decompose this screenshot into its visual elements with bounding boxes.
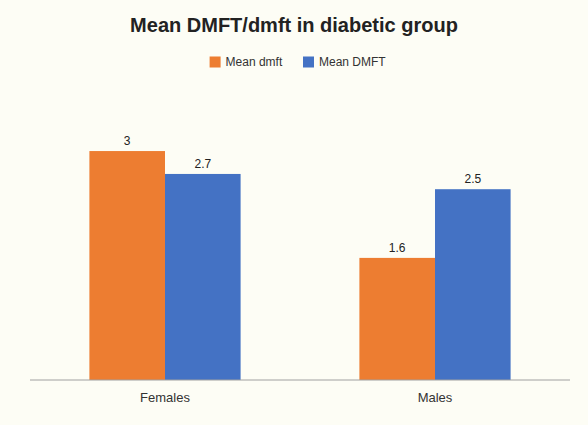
legend: Mean dmft Mean DMFT — [210, 55, 387, 69]
legend-label: Mean DMFT — [319, 55, 386, 69]
x-axis-line — [30, 380, 570, 381]
legend-swatch — [303, 57, 314, 68]
data-labels: 3 1.6 2.7 2.5 — [124, 134, 482, 255]
bars — [89, 151, 510, 380]
x-axis: Females Males — [140, 390, 453, 405]
bar — [89, 151, 165, 380]
bar — [359, 258, 435, 380]
chart-container: Mean DMFT/dmft in diabetic group Mean dmf… — [0, 0, 588, 425]
data-label: 2.7 — [194, 157, 211, 171]
bar — [435, 189, 511, 380]
chart-svg: Mean DMFT/dmft in diabetic group Mean dmf… — [0, 0, 588, 425]
legend-swatch — [210, 57, 221, 68]
data-label: 1.6 — [389, 241, 406, 255]
chart-title: Mean DMFT/dmft in diabetic group — [130, 14, 458, 36]
data-label: 2.5 — [464, 172, 481, 186]
x-tick-label: Females — [140, 390, 190, 405]
legend-label: Mean dmft — [226, 55, 283, 69]
bar — [165, 174, 241, 380]
data-label: 3 — [124, 134, 131, 148]
x-tick-label: Males — [418, 390, 453, 405]
